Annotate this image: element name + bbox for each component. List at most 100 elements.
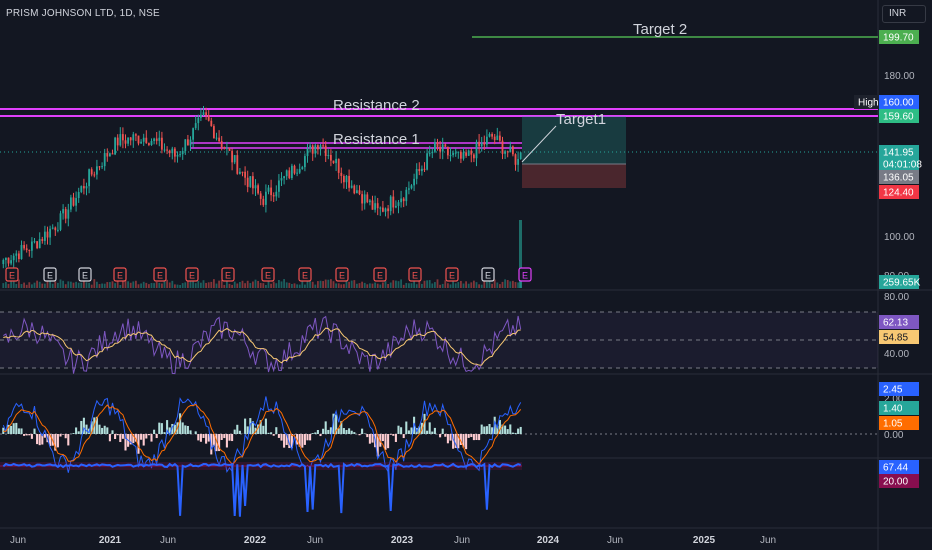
macd-line[interactable] (2, 396, 522, 474)
earnings-marker[interactable]: E (298, 267, 312, 282)
candle-body (12, 255, 15, 261)
candle-body (249, 176, 252, 187)
earnings-marker[interactable]: E (445, 267, 459, 282)
candle-body (95, 166, 98, 175)
macd-hist-bar (202, 434, 205, 438)
earnings-marker[interactable]: E (261, 267, 275, 282)
candle-body (189, 139, 192, 146)
candle-body (496, 135, 499, 141)
candle-body (405, 189, 408, 202)
candle-body (251, 176, 254, 189)
volume-bar (225, 281, 228, 288)
macd-hist-bar (345, 429, 348, 434)
macd-hist-bar (41, 434, 44, 445)
volume-bar (176, 284, 179, 288)
macd-hist-bar (153, 429, 156, 434)
time-axis[interactable]: Jun 2021 Jun 2022 Jun 2023 Jun 2024 Jun 2025 Jun (10, 535, 776, 546)
macd-hist-bar (322, 428, 325, 434)
volume-bar (436, 279, 439, 288)
earnings-marker[interactable]: E (113, 267, 127, 282)
candle-body (176, 154, 179, 157)
price-badge-label: 159.60 (883, 112, 914, 123)
volume-bar (298, 284, 301, 288)
price-badge-label: 259.65K (883, 278, 921, 289)
earnings-marker[interactable]: E (373, 267, 387, 282)
volume-bar (28, 282, 31, 288)
volume-bar (38, 281, 41, 288)
candle-body (290, 165, 293, 179)
candle-body (267, 187, 270, 192)
candle-body (314, 145, 317, 154)
candle-body (160, 137, 163, 150)
macd-hist-bar (186, 425, 189, 434)
volume-bar (72, 282, 75, 288)
candle-body (337, 158, 340, 173)
macd-hist-bar (197, 434, 200, 441)
macd-hist-bar (280, 434, 283, 441)
earnings-marker[interactable]: E (185, 267, 199, 282)
currency-selector[interactable]: INR (882, 5, 926, 23)
earnings-marker[interactable]: E (335, 267, 349, 282)
macd-hist-bar (116, 434, 119, 436)
macd-hist-bar (316, 430, 319, 434)
volume-bar (446, 283, 449, 288)
position-loss-zone[interactable] (522, 164, 626, 188)
macd-hist-bar (288, 434, 291, 449)
earnings-marker[interactable]: E (5, 267, 19, 282)
candle-body (480, 142, 483, 147)
rsi-ma-line[interactable] (3, 327, 521, 366)
position-profit-zone[interactable] (522, 116, 626, 164)
macd-hist-bar (82, 417, 85, 434)
candle-body (449, 155, 452, 157)
macd-hist-bar (108, 434, 111, 442)
macd-hist-bar (465, 434, 468, 450)
volume-bar (36, 280, 39, 288)
volume-bar (46, 279, 49, 288)
candle-body (467, 150, 470, 156)
volume-bar (223, 284, 226, 288)
candle-body (168, 150, 171, 154)
earnings-marker[interactable]: E (153, 267, 167, 282)
adx-line[interactable] (2, 462, 521, 517)
volume-bar (504, 279, 507, 288)
macd-hist-bar (327, 429, 330, 434)
earnings-marker[interactable]: E (518, 267, 532, 282)
volume-bar (158, 282, 161, 288)
macd-hist-bar (285, 434, 288, 445)
volume-bar (506, 280, 509, 288)
earnings-marker[interactable]: E (408, 267, 422, 282)
volume-bar (470, 282, 473, 288)
macd-hist-bar (62, 434, 65, 435)
macd-histogram[interactable] (2, 413, 522, 457)
volume-bar (228, 283, 231, 288)
volume-bar (374, 282, 377, 288)
volume-bar (301, 281, 304, 288)
volume-bar (25, 284, 28, 288)
earnings-marker[interactable]: E (481, 267, 495, 282)
macd-hist-bar (371, 434, 374, 443)
resistance-1-label: Resistance 1 (333, 131, 420, 148)
volume-bar (77, 282, 80, 288)
volume-bar (303, 284, 306, 288)
macd-hist-bar (140, 434, 143, 440)
candle-body (246, 177, 249, 187)
price-badge: 259.65K (879, 275, 921, 289)
candlestick-series[interactable] (2, 105, 522, 269)
price-badge-label: 141.95 (883, 148, 914, 159)
macd-signal-line[interactable] (3, 403, 522, 466)
candle-body (72, 197, 75, 206)
macd-hist-bar (517, 428, 520, 434)
earnings-marker[interactable]: E (43, 267, 57, 282)
earnings-marker[interactable]: E (221, 267, 235, 282)
earnings-marker[interactable]: E (78, 267, 92, 282)
volume-bar (459, 280, 462, 288)
candle-body (277, 180, 280, 192)
candle-body (306, 148, 309, 157)
volume-bar (124, 279, 127, 288)
macd-hist-bar (75, 427, 78, 434)
volume-bar (514, 282, 517, 288)
candle-body (15, 253, 18, 256)
macd-hist-bar (493, 416, 496, 434)
